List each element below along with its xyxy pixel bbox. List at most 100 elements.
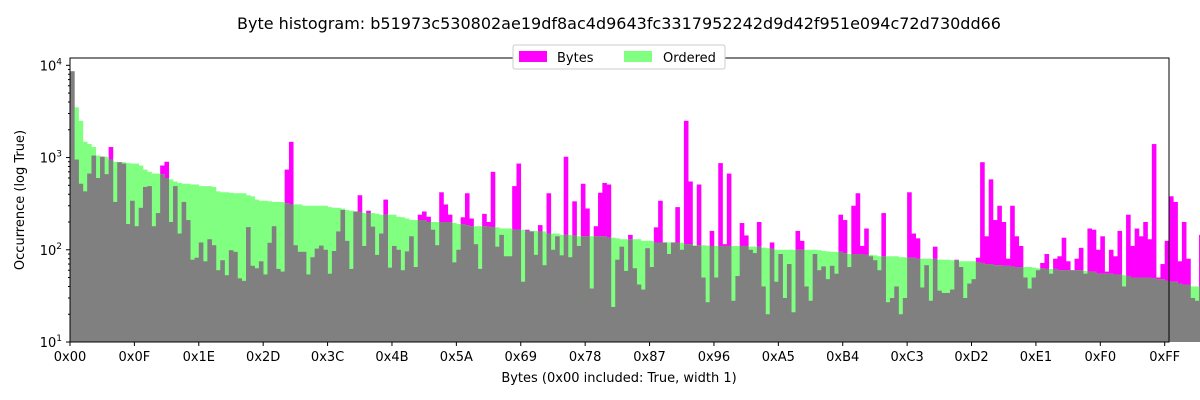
overlap-bar — [692, 245, 698, 342]
overlap-bar — [928, 300, 934, 342]
overlap-bar — [1053, 268, 1058, 342]
overlap-bar — [117, 162, 122, 342]
overlap-bar — [482, 226, 487, 342]
overlap-bar — [241, 280, 247, 342]
overlap-bar — [735, 275, 741, 342]
overlap-bar — [254, 268, 260, 342]
overlap-bars — [70, 71, 1200, 343]
overlap-bar — [992, 265, 998, 342]
overlap-bar — [701, 277, 706, 342]
overlap-bar — [361, 245, 367, 342]
overlap-bar — [164, 177, 170, 342]
overlap-bar — [786, 264, 792, 342]
ordered-bar — [791, 249, 796, 342]
overlap-bar — [937, 290, 942, 342]
overlap-bar — [550, 249, 556, 342]
overlap-bar — [658, 242, 663, 342]
overlap-bar — [748, 249, 753, 342]
overlap-bar — [1156, 279, 1161, 342]
overlap-bar — [267, 242, 273, 342]
overlap-bar — [121, 163, 127, 342]
overlap-bar — [950, 289, 955, 342]
overlap-bar — [486, 226, 492, 342]
overlap-bar — [181, 201, 187, 342]
overlap-bar — [962, 297, 968, 342]
overlap-bar — [829, 265, 835, 342]
y-tick-label: 101 — [40, 334, 62, 351]
bytes-bar — [980, 162, 985, 342]
overlap-bar — [383, 214, 388, 342]
overlap-bar — [1130, 277, 1135, 342]
overlap-bar — [318, 245, 324, 342]
overlap-bar — [954, 260, 959, 342]
overlap-bar — [662, 242, 668, 342]
legend-swatch-ordered — [624, 51, 652, 62]
overlap-bar — [177, 233, 182, 342]
overlap-bar — [404, 251, 410, 342]
ordered-bar — [610, 237, 616, 342]
overlap-bar — [881, 256, 886, 342]
overlap-bar — [718, 245, 723, 342]
overlap-bar — [203, 261, 208, 342]
x-tick-label: 0x69 — [505, 350, 538, 365]
overlap-bar — [439, 222, 444, 342]
overlap-bar — [975, 262, 981, 342]
overlap-bar — [580, 236, 586, 342]
overlap-bar — [967, 283, 972, 342]
overlap-bar — [542, 265, 547, 342]
overlap-bar — [666, 253, 672, 342]
bytes-bar — [1151, 144, 1157, 342]
overlap-bar — [769, 248, 775, 342]
overlap-bar — [778, 253, 783, 342]
overlap-bar — [851, 253, 856, 342]
overlap-bar — [885, 302, 891, 342]
overlap-bar — [224, 275, 230, 342]
overlap-bar — [533, 254, 539, 342]
overlap-bar — [537, 231, 543, 342]
overlap-bar — [190, 259, 195, 342]
overlap-bar — [525, 230, 530, 342]
overlap-bar — [91, 155, 97, 342]
overlap-bar — [112, 201, 118, 342]
overlap-bar — [855, 253, 861, 342]
overlap-bar — [945, 292, 951, 342]
overlap-bar — [499, 234, 504, 342]
ordered-bar — [808, 249, 813, 342]
overlap-bar — [804, 286, 809, 342]
overlap-bar — [847, 267, 852, 342]
ordered-bar — [885, 256, 891, 342]
overlap-bar — [1164, 280, 1170, 342]
overlap-bar — [546, 233, 552, 342]
ordered-bar — [705, 245, 710, 342]
overlap-bar — [417, 220, 423, 342]
overlap-bar — [495, 246, 500, 342]
overlap-bar — [194, 257, 200, 342]
overlap-bar — [705, 302, 710, 342]
overlap-bar — [306, 274, 311, 342]
overlap-bar — [1143, 277, 1148, 342]
overlap-bar — [859, 253, 865, 342]
overlap-bar — [683, 244, 689, 342]
overlap-bar — [619, 246, 625, 342]
overlap-bar — [924, 265, 929, 342]
bytes-bar — [988, 179, 994, 342]
overlap-bar — [1078, 270, 1084, 342]
overlap-bar — [932, 258, 938, 342]
overlap-bar — [628, 239, 633, 342]
overlap-bar — [555, 236, 560, 342]
overlap-bar — [941, 292, 947, 342]
overlap-bar — [958, 267, 964, 342]
overlap-bar — [1194, 300, 1200, 342]
overlap-bar — [460, 224, 466, 342]
overlap-bar — [516, 229, 522, 342]
overlap-bar — [1040, 268, 1045, 342]
overlap-bar — [228, 250, 234, 342]
overlap-bar — [138, 207, 144, 342]
overlap-bar — [576, 245, 582, 342]
overlap-bar — [473, 244, 479, 342]
x-axis-label: Bytes (0x00 included: True, width 1) — [501, 371, 736, 386]
overlap-bar — [78, 183, 84, 342]
overlap-bar — [645, 248, 650, 342]
overlap-bar — [82, 191, 88, 342]
overlap-bar — [889, 297, 895, 342]
